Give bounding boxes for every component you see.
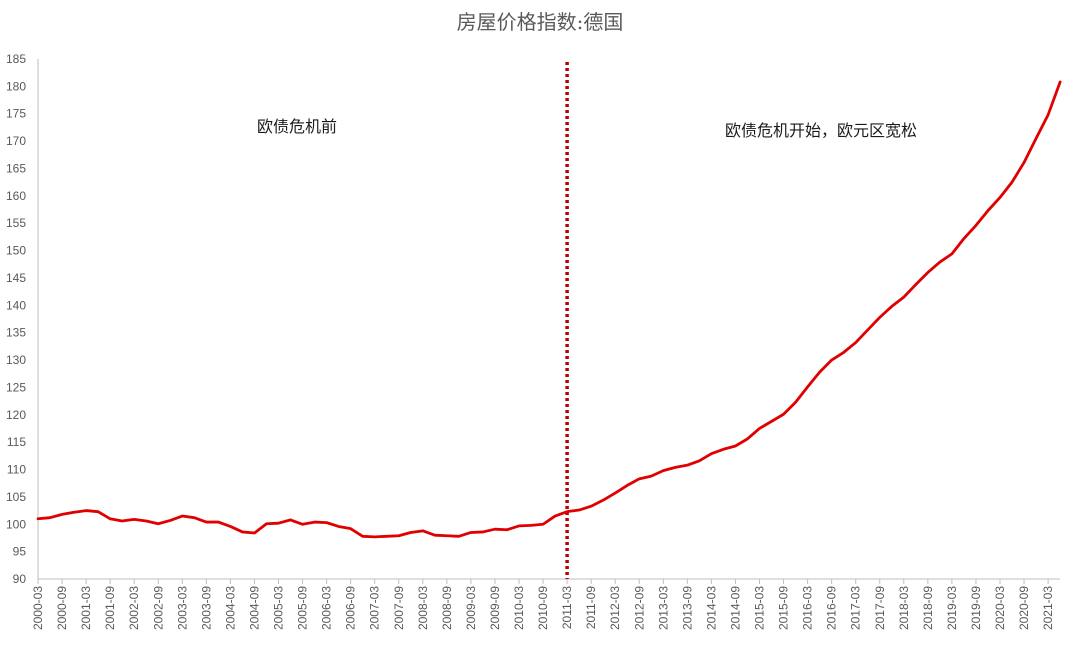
y-tick-label: 105 (6, 490, 26, 504)
x-tick-label: 2000-03 (31, 586, 45, 630)
x-tick-label: 2001-03 (79, 586, 93, 630)
x-tick-label: 2013-03 (656, 586, 670, 630)
y-tick-label: 165 (6, 161, 26, 175)
x-tick-label: 2019-03 (945, 586, 959, 630)
x-tick-label: 2006-03 (320, 586, 334, 630)
x-tick-label: 2001-09 (103, 586, 117, 630)
y-tick-label: 130 (6, 353, 26, 367)
x-tick-label: 2009-03 (464, 586, 478, 630)
x-tick-label: 2008-09 (440, 586, 454, 630)
x-tick-label: 2008-03 (416, 586, 430, 630)
x-tick-label: 2007-03 (368, 586, 382, 630)
x-tick-label: 2012-03 (608, 586, 622, 630)
x-tick-label: 2019-09 (969, 586, 983, 630)
x-tick-label: 2003-03 (175, 586, 189, 630)
x-tick-label: 2010-03 (512, 586, 526, 630)
y-tick-label: 95 (13, 545, 27, 559)
x-tick-label: 2017-03 (849, 586, 863, 630)
y-tick-label: 150 (6, 244, 26, 258)
x-tick-label: 2016-09 (825, 586, 839, 630)
y-tick-label: 175 (6, 107, 26, 121)
x-tick-label: 2014-03 (704, 586, 718, 630)
x-tick-label: 2020-09 (1017, 586, 1031, 630)
x-tick-label: 2000-09 (55, 586, 69, 630)
y-tick-label: 185 (6, 52, 26, 66)
x-tick-label: 2002-03 (127, 586, 141, 630)
x-tick-label: 2007-09 (392, 586, 406, 630)
x-tick-label: 2011-09 (584, 586, 598, 629)
y-tick-label: 180 (6, 79, 26, 93)
y-tick-label: 145 (6, 271, 26, 285)
x-tick-label: 2005-03 (272, 586, 286, 630)
chart-title: 房屋价格指数:德国 (457, 10, 624, 34)
series-layer (36, 80, 1062, 539)
y-tick-label: 140 (6, 298, 26, 312)
x-tick-label: 2012-09 (632, 586, 646, 630)
x-tick-label: 2002-09 (151, 586, 165, 630)
y-tick-label: 120 (6, 408, 26, 422)
y-tick-label: 90 (13, 572, 27, 586)
y-tick-label: 100 (6, 517, 26, 531)
series-line (36, 80, 1062, 539)
x-tick-label: 2004-09 (247, 586, 261, 630)
x-tick-label: 2018-09 (921, 586, 935, 630)
x-tick-label: 2014-09 (728, 586, 742, 630)
y-tick-label: 115 (7, 435, 26, 449)
x-tick-label: 2021-03 (1041, 586, 1055, 630)
y-tick-label: 170 (6, 134, 26, 148)
y-axis: 90 95 100 105 110 115 120 125 130 135 140 145 150 155… (6, 52, 39, 586)
x-tick-label: 2017-09 (873, 586, 887, 630)
x-tick-label: 2003-09 (199, 586, 213, 630)
x-tick-label: 2015-03 (753, 586, 767, 630)
x-tick-label: 2010-09 (536, 586, 550, 630)
x-axis: 2000-03 2000-09 2001-03 2001-09 2002-03 2002-… (31, 578, 1060, 630)
x-tick-label: 2004-03 (223, 586, 237, 630)
x-tick-label: 2016-03 (801, 586, 815, 630)
x-tick-label: 2006-09 (344, 586, 358, 630)
x-tick-label: 2018-03 (897, 586, 911, 630)
x-tick-label: 2005-09 (296, 586, 310, 630)
y-tick-label: 110 (7, 463, 26, 477)
y-tick-label: 125 (6, 380, 26, 394)
x-tick-label: 2011-03 (560, 586, 574, 629)
x-tick-label: 2020-03 (993, 586, 1007, 630)
x-tick-label: 2009-09 (488, 586, 502, 630)
y-tick-label: 160 (6, 189, 26, 203)
x-tick-label: 2013-09 (680, 586, 694, 630)
annotation-pre-crisis: 欧债危机前 (257, 117, 337, 136)
annotation-crisis-easing: 欧债危机开始，欧元区宽松 (725, 121, 917, 140)
x-tick-label: 2015-09 (777, 586, 791, 630)
y-tick-label: 135 (6, 326, 26, 340)
y-tick-label: 155 (6, 216, 26, 230)
